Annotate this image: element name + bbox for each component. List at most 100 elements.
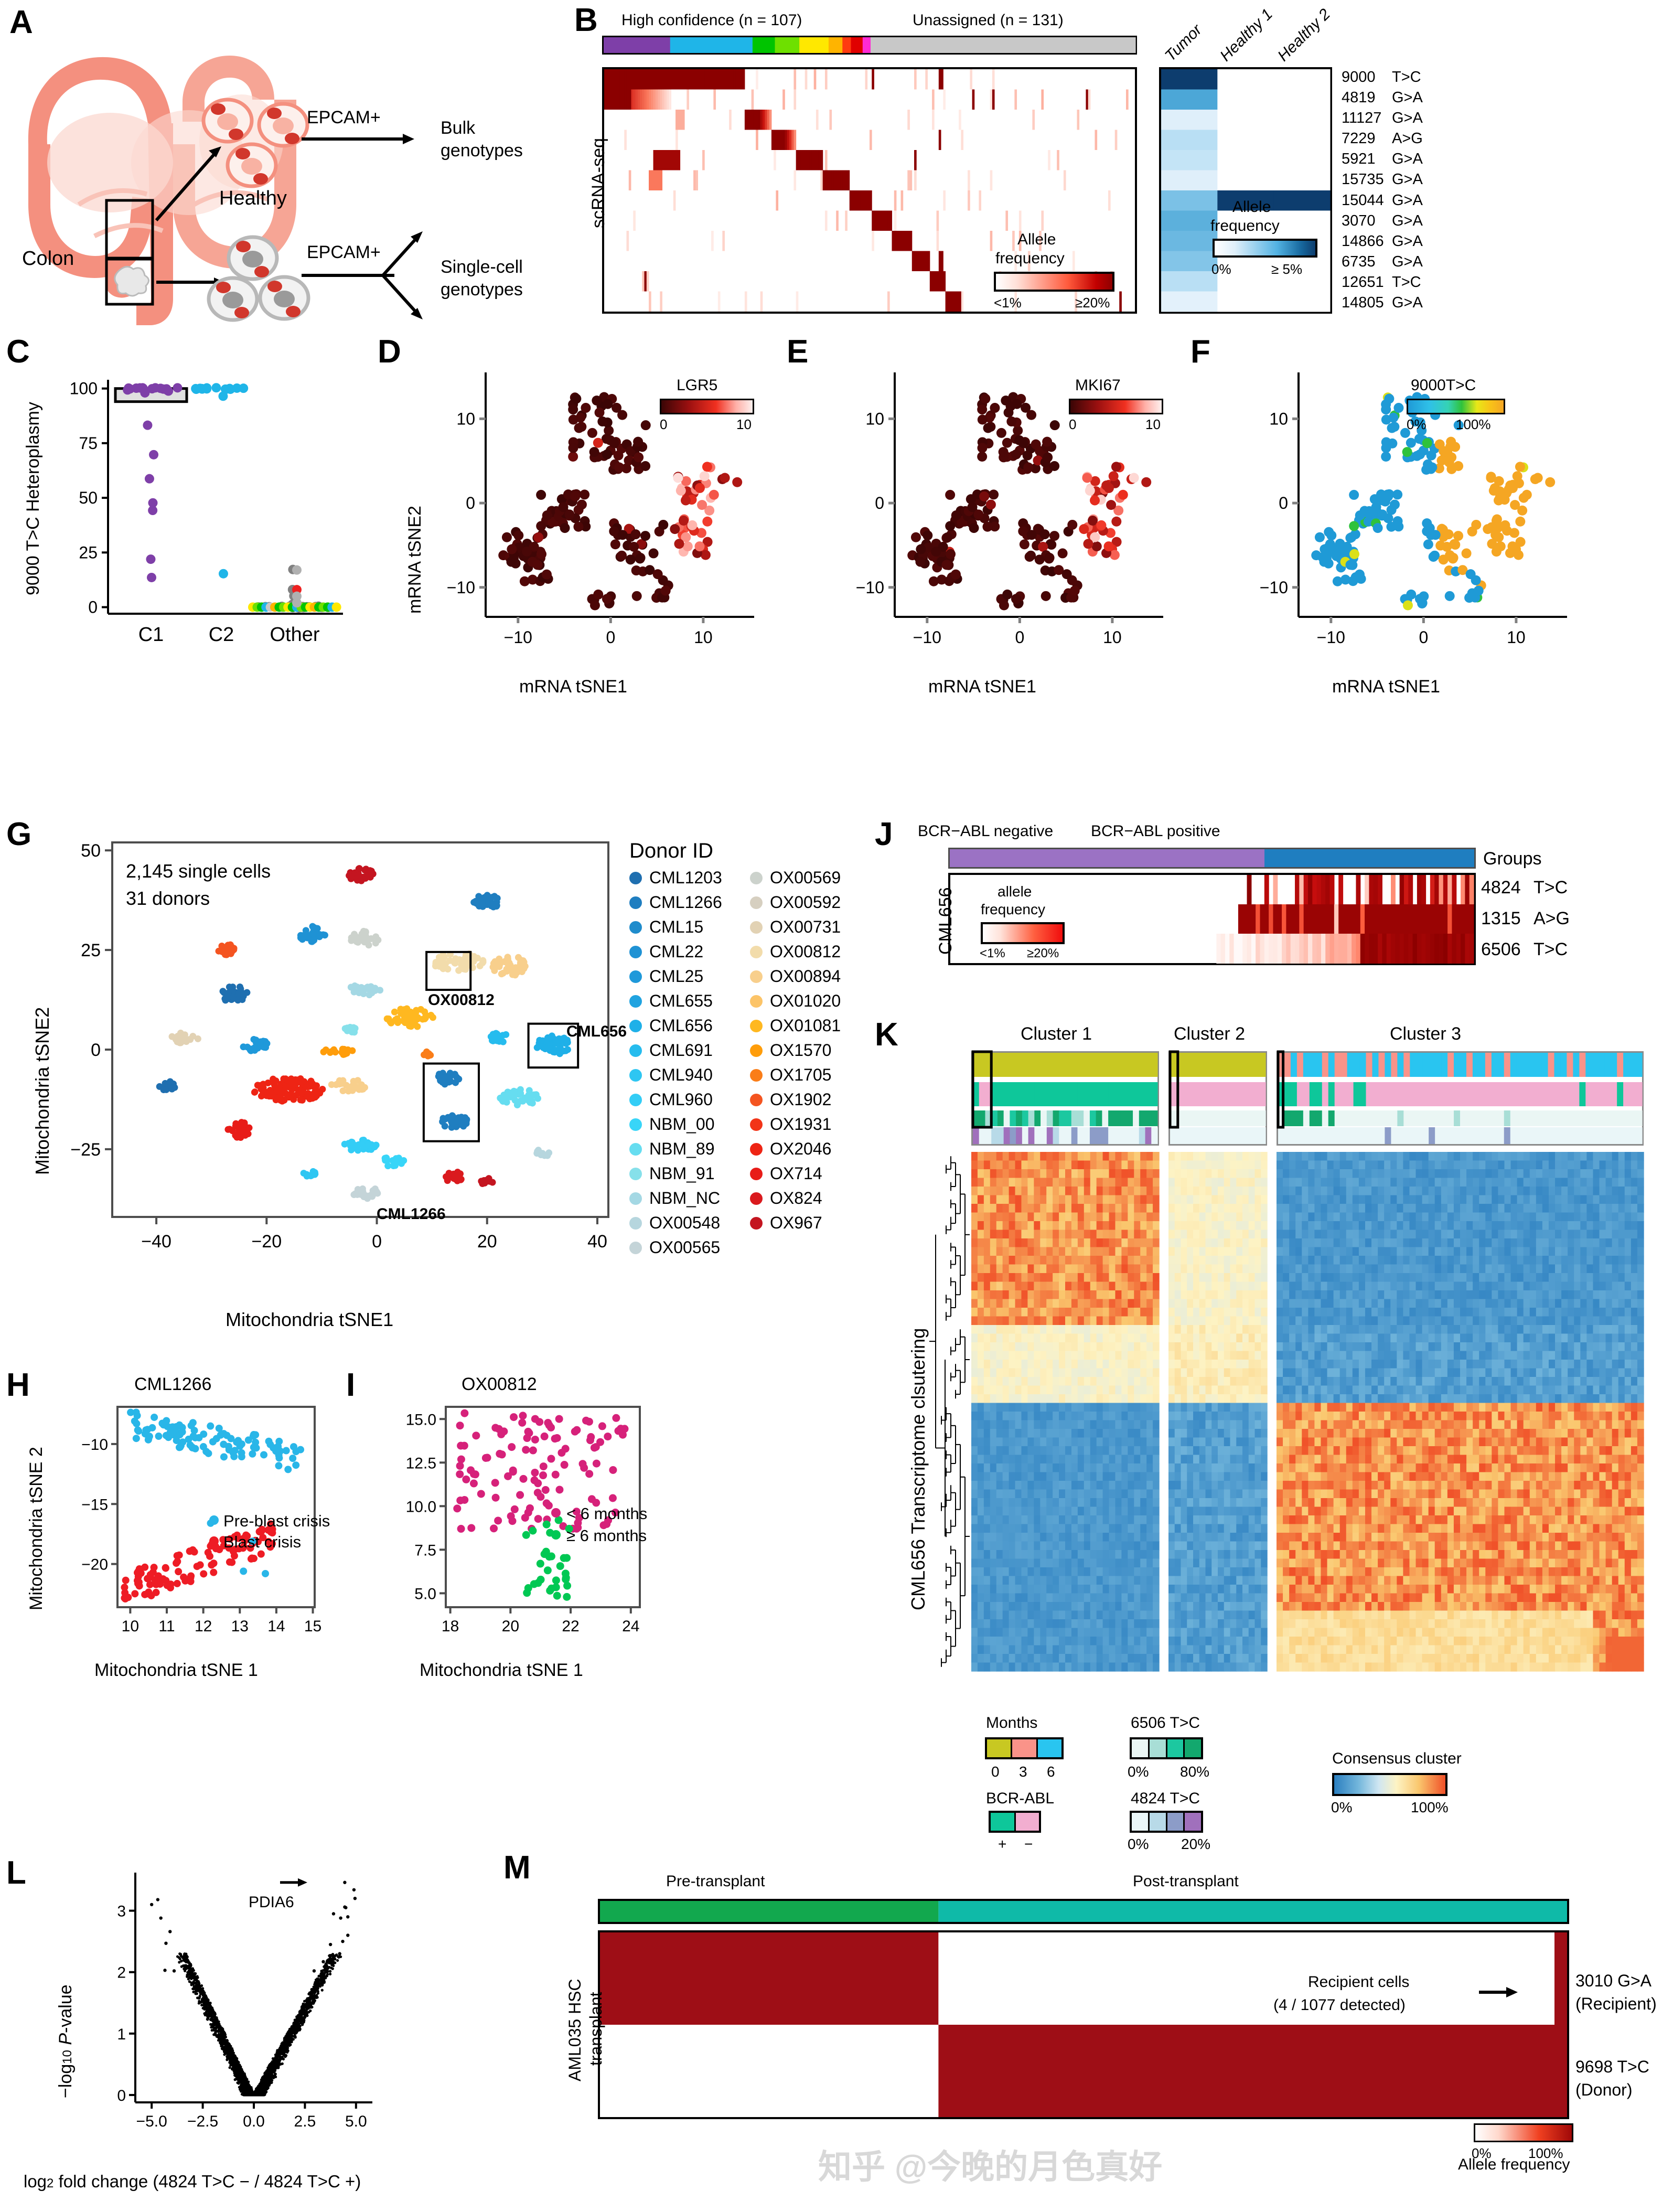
panel-g-callout-ox00812: OX00812: [428, 991, 495, 1009]
panel-m-row2-pos: 9698 T>C: [1575, 2057, 1649, 2076]
panel-b-bulk-heatmap: [1159, 67, 1332, 314]
panel-b-variant-row: 4819 G>A: [1342, 89, 1423, 106]
donor-legend-item: CML15: [629, 915, 755, 939]
panel-k-legend-consensus-title: Consensus cluster: [1332, 1750, 1462, 1767]
donor-legend-item: NBM_00: [629, 1112, 755, 1137]
svg-text:12: 12: [195, 1618, 212, 1635]
panel-label-c: C: [6, 334, 30, 370]
panel-k-cluster1-title: Cluster 1: [1021, 1024, 1092, 1044]
arrow-bulk: [302, 134, 414, 144]
donor-id-label: OX00592: [770, 893, 841, 912]
panel-m-header-post: Post-transplant: [1133, 1873, 1239, 1890]
donor-color-swatch: [629, 921, 642, 934]
svg-text:−10: −10: [1317, 628, 1345, 647]
legend-swatch: [1015, 1813, 1039, 1831]
panel-e-xlabel: mRNA tSNE1: [928, 677, 1036, 697]
donor-id-label: OX2046: [770, 1139, 832, 1158]
variant-change: G>A: [1392, 212, 1423, 229]
legend-swatch: [991, 1813, 1016, 1831]
svg-text:< 6 months: < 6 months: [566, 1504, 647, 1523]
panel-d-legend-title: LGR5: [677, 377, 718, 394]
variant-change: G>A: [1392, 294, 1423, 312]
variant-change: G>A: [1392, 89, 1423, 106]
svg-text:0: 0: [875, 494, 884, 512]
panel-b-bulk-legend-max: ≥ 5%: [1271, 261, 1303, 277]
donor-color-swatch: [750, 995, 763, 1008]
svg-text:10.0: 10.0: [406, 1498, 436, 1515]
panel-b-bulk-col-healthy2: Healthy 2: [1274, 5, 1334, 65]
donor-legend-item: OX01081: [750, 1013, 876, 1038]
donor-id-label: OX1705: [770, 1065, 832, 1084]
panel-m-header-pre: Pre-transplant: [666, 1873, 765, 1890]
variant-position: 6506: [1481, 939, 1521, 959]
panel-b-variant-row: 11127 G>A: [1342, 110, 1423, 127]
donor-color-swatch: [629, 995, 642, 1008]
panel-b-bulk-legend-title-line1: Allele: [1232, 198, 1271, 216]
panel-k-legend-6506-max: 80%: [1180, 1764, 1210, 1780]
panel-l-ylabel-text: −log10 P-value: [56, 1984, 76, 2098]
panel-l-plot: 0 1 2 3 −5.0 −2.5 0.0 2.5 5.0: [85, 1867, 379, 2145]
panel-k-legend-bcrabl-plus: +: [998, 1836, 1007, 1852]
panel-f-xlabel: mRNA tSNE1: [1332, 677, 1440, 697]
donor-legend-item: CML655: [629, 989, 755, 1013]
donor-id-label: CML691: [649, 1041, 713, 1060]
panel-e-legend-colorbar: [1069, 399, 1163, 414]
panel-label-m: M: [503, 1850, 531, 1886]
panel-b-variant-row: 14805 G>A: [1342, 294, 1423, 312]
panel-label-f: F: [1191, 334, 1210, 370]
svg-text:10: 10: [1103, 628, 1122, 647]
panel-h-plot: −20 −15 −10 10 11 12 13 14 15 Pre-blast crisis Bla…: [79, 1402, 330, 1653]
donor-id-label: OX01020: [770, 991, 841, 1010]
panel-e-legend-min: 0: [1069, 416, 1077, 432]
svg-text:C1: C1: [138, 624, 164, 646]
panel-b-variant-row: 9000 T>C: [1342, 69, 1421, 86]
donor-id-label: CML960: [649, 1090, 713, 1109]
panel-l-annotation-pdia6: PDIA6: [249, 1894, 294, 1911]
panel-m-annotation-arrow: [1479, 1982, 1521, 2003]
variant-change: G>A: [1392, 171, 1423, 188]
panel-g-callout-cml1266: CML1266: [377, 1205, 446, 1223]
svg-text:Other: Other: [270, 624, 319, 646]
donor-legend-item: OX2046: [750, 1137, 876, 1161]
svg-text:−10: −10: [81, 1436, 108, 1454]
panel-i-xlabel: Mitochondria tSNE 1: [420, 1660, 583, 1680]
panel-j-header-positive: BCR−ABL positive: [1091, 822, 1220, 840]
legend-swatch: [1132, 1739, 1150, 1757]
svg-text:10: 10: [1269, 409, 1288, 428]
donor-legend-item: OX00812: [750, 939, 876, 964]
panel-m-annotation-line2: (4 / 1077 detected): [1273, 1996, 1406, 2014]
panel-k-legend-4824-swatches: [1130, 1811, 1203, 1833]
variant-position: 4819: [1342, 89, 1376, 106]
panel-b-variant-row: 14866 G>A: [1342, 233, 1423, 250]
panel-j-legend-title-line2: frequency: [981, 901, 1045, 917]
variant-position: 3070: [1342, 212, 1376, 229]
svg-text:Blast crisis: Blast crisis: [223, 1533, 301, 1551]
donor-color-swatch: [750, 871, 763, 884]
variant-position: 6735: [1342, 253, 1376, 271]
panel-m-legend-colorbar: [1474, 2123, 1573, 2142]
svg-text:7.5: 7.5: [414, 1542, 436, 1559]
panel-m-row1-pos: 3010 G>A: [1575, 1971, 1651, 1990]
donor-legend-item: CML960: [629, 1087, 755, 1112]
panel-b-variant-row: 7229 A>G: [1342, 130, 1423, 147]
panel-b-bulk-legend-title-line2: frequency: [1210, 217, 1280, 234]
donor-id-label: OX1570: [770, 1041, 832, 1060]
panel-k-legend-bcrabl-swatches: [989, 1811, 1041, 1833]
variant-position: 14866: [1342, 232, 1384, 250]
arrow-branch: [302, 231, 423, 319]
panel-h-ylabel: Mitochondria tSNE 2: [26, 1447, 46, 1610]
svg-text:14: 14: [267, 1618, 285, 1635]
svg-text:25: 25: [79, 543, 98, 562]
panel-b-variant-row: 15044 G>A: [1342, 192, 1423, 209]
panel-g-legend-title: Donor ID: [629, 839, 714, 862]
donor-id-label: OX00731: [770, 917, 841, 936]
svg-text:C2: C2: [209, 624, 234, 646]
panel-b-ylabel: scRNA-seq: [588, 138, 608, 228]
donor-id-label: OX824: [770, 1189, 822, 1207]
donor-legend-item: OX1902: [750, 1087, 876, 1112]
panel-g-legend-col1: CML1203 CML1266 CML15 CML22 CML25 CML655 CML65…: [629, 865, 755, 1260]
donor-id-label: NBM_89: [649, 1139, 715, 1158]
donor-color-swatch: [750, 1192, 763, 1205]
panel-b-bulk-legend-colorbar: [1213, 239, 1317, 258]
panel-f-legend-colorbar: [1407, 399, 1505, 414]
